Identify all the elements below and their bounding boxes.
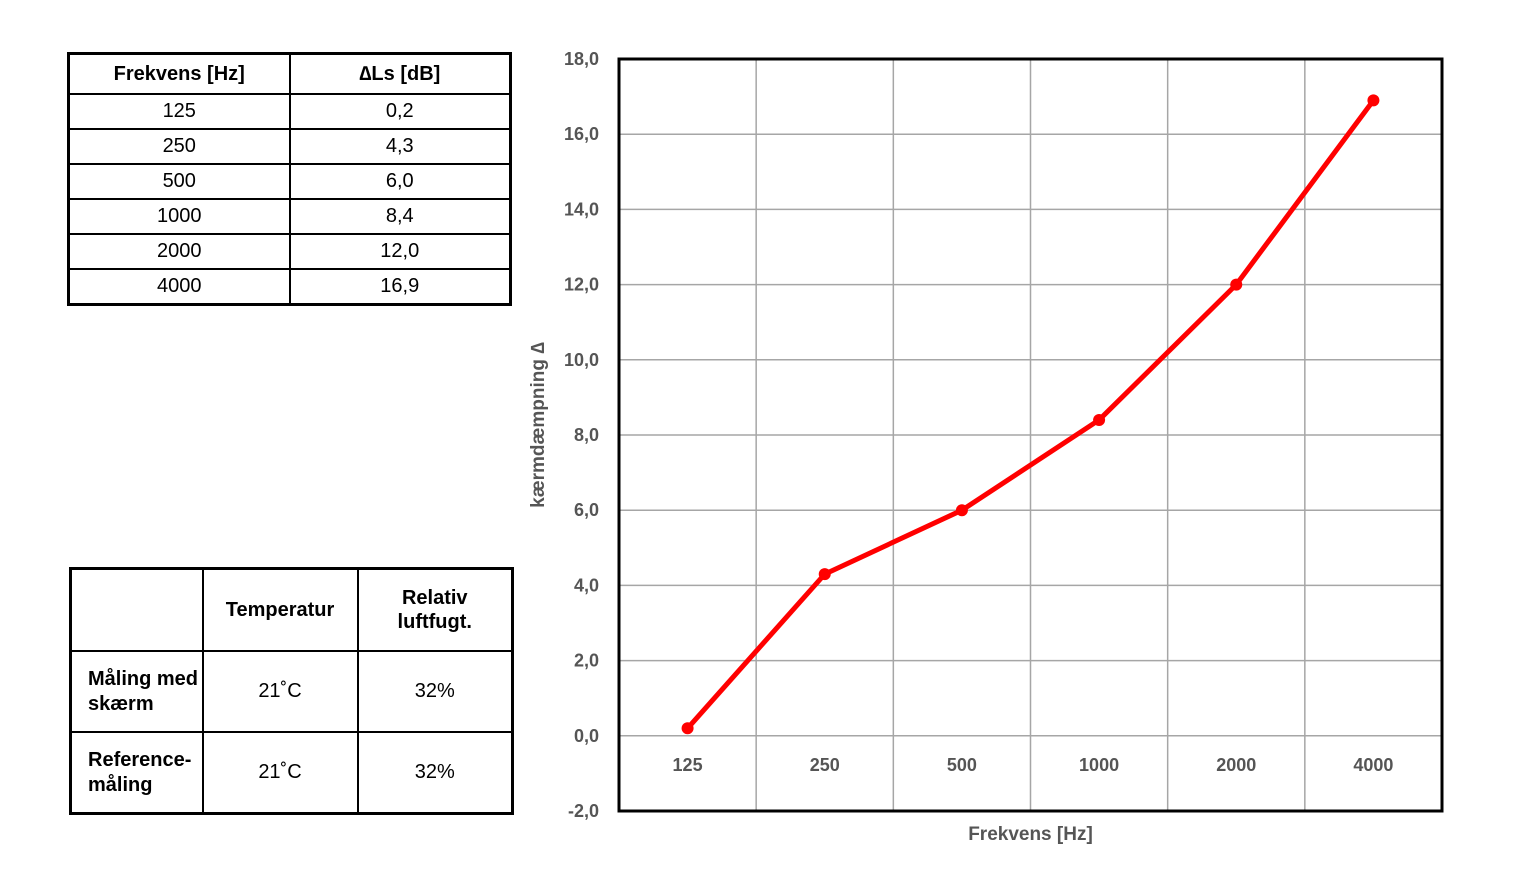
plot-area-border (617, 57, 1444, 813)
measurement-conditions-table: Temperatur Relativ luftfugt. Måling med … (69, 567, 514, 815)
y-tick-label: 4,0 (574, 575, 599, 595)
y-axis-title: kærmdæmpning ∆ (528, 342, 549, 508)
data-point (955, 504, 968, 517)
y-tick-label: 16,0 (564, 124, 599, 144)
table-row: 500 6,0 (67, 163, 512, 200)
series-line (685, 98, 1376, 730)
table-row: 4000 16,9 (67, 268, 512, 306)
y-axis-tick-labels: -2,0 0,0 2,0 4,0 6,0 8,0 10,0 12,0 14,0 16,0 18,0 (564, 49, 599, 821)
table-row: 2000 12,0 (67, 233, 512, 270)
data-point (1093, 413, 1106, 426)
header-temperature: Temperatur (201, 567, 359, 652)
y-tick-label: 6,0 (574, 500, 599, 520)
cell-frequency: 125 (67, 93, 291, 130)
y-tick-label: 2,0 (574, 651, 599, 671)
y-tick-label: 18,0 (564, 49, 599, 69)
table-row: Måling med skærm 21˚C 32% (69, 650, 514, 733)
cell-delta-ls: 16,9 (288, 268, 512, 306)
data-point (681, 722, 694, 735)
y-tick-label: 12,0 (564, 275, 599, 295)
x-axis-tick-labels: 125 250 500 1000 2000 4000 (673, 755, 1394, 775)
y-tick-label: -2,0 (568, 801, 599, 821)
header-empty (69, 567, 204, 652)
y-tick-label: 14,0 (564, 199, 599, 219)
x-tick-label: 2000 (1216, 755, 1256, 775)
cell-frequency: 500 (67, 163, 291, 200)
x-tick-label: 125 (673, 755, 703, 775)
table-row: Reference-måling 21˚C 32% (69, 731, 514, 815)
data-point (1230, 278, 1243, 291)
header-delta-ls: ∆Ls [dB] (288, 52, 512, 95)
x-axis-title: Frekvens [Hz] (968, 824, 1093, 845)
table-header-row: Frekvens [Hz] ∆Ls [dB] (67, 52, 512, 95)
row-label-measurement-with-screen: Måling med skærm (69, 650, 204, 733)
cell-temperature: 21˚C (201, 731, 359, 815)
cell-delta-ls: 6,0 (288, 163, 512, 200)
cell-frequency: 1000 (67, 198, 291, 235)
cell-frequency: 250 (67, 128, 291, 165)
row-label-reference-measurement: Reference-måling (69, 731, 204, 815)
table-row: 1000 8,4 (67, 198, 512, 235)
cell-delta-ls: 4,3 (288, 128, 512, 165)
table-row: 125 0,2 (67, 93, 512, 130)
cell-temperature: 21˚C (201, 650, 359, 733)
cell-humidity: 32% (356, 650, 514, 733)
x-tick-label: 4000 (1353, 755, 1393, 775)
header-frequency: Frekvens [Hz] (67, 52, 291, 95)
x-tick-label: 500 (947, 755, 977, 775)
data-point (1367, 94, 1380, 107)
series-layer (681, 94, 1380, 735)
frequency-attenuation-table: Frekvens [Hz] ∆Ls [dB] 125 0,2 250 4,3 5… (67, 52, 512, 306)
header-relative-humidity-text: Relativ luftfugt. (397, 587, 472, 633)
y-tick-label: 8,0 (574, 425, 599, 445)
attenuation-line-chart: -2,00,02,04,06,08,010,012,014,016,018,0 … (528, 49, 1444, 845)
x-tick-label: 250 (810, 755, 840, 775)
cell-frequency: 2000 (67, 233, 291, 270)
table-row: 250 4,3 (67, 128, 512, 165)
cell-delta-ls: 8,4 (288, 198, 512, 235)
header-relative-humidity: Relativ luftfugt. (356, 567, 514, 652)
cell-delta-ls: 12,0 (288, 233, 512, 270)
data-point (818, 568, 831, 581)
cell-frequency: 4000 (67, 268, 291, 306)
cell-humidity: 32% (356, 731, 514, 815)
cell-delta-ls: 0,2 (288, 93, 512, 130)
x-tick-label: 1000 (1079, 755, 1119, 775)
table-header-row: Temperatur Relativ luftfugt. (69, 567, 514, 652)
y-tick-label: 10,0 (564, 350, 599, 370)
y-tick-label: 0,0 (574, 726, 599, 746)
